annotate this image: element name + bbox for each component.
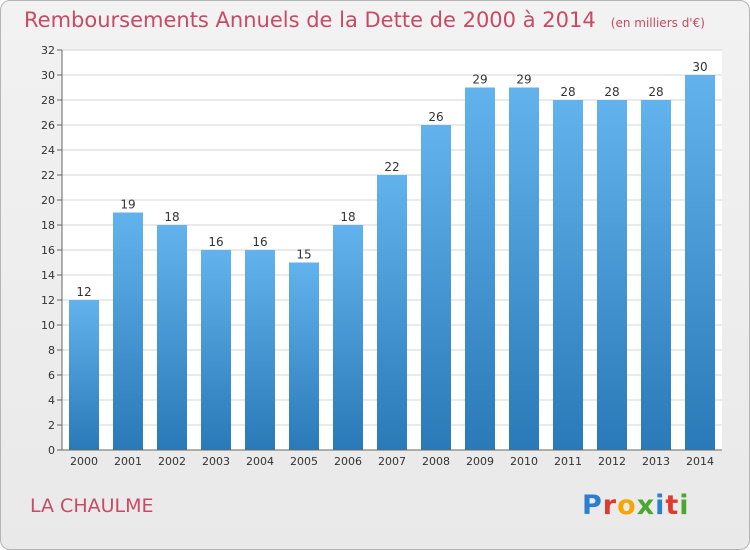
x-tick-label: 2000	[70, 455, 98, 468]
logo-letter: i	[679, 490, 690, 521]
x-tick-label: 2014	[686, 455, 714, 468]
y-tick-label: 16	[41, 244, 55, 257]
bar-2014	[685, 75, 715, 450]
x-tick-label: 2006	[334, 455, 362, 468]
bar-2000	[69, 300, 99, 450]
value-label: 16	[208, 235, 223, 249]
value-label: 29	[516, 73, 531, 87]
bar-2010	[509, 87, 539, 450]
value-label: 19	[120, 198, 135, 212]
x-axis: 2000 2001 2002 2003 2004 2005 2006 2007 2008 2009…	[62, 449, 722, 468]
x-tick-label: 2004	[246, 455, 274, 468]
y-tick-label: 10	[41, 319, 55, 332]
value-label: 18	[340, 210, 355, 224]
x-tick-label: 2003	[202, 455, 230, 468]
y-tick-label: 0	[48, 444, 55, 457]
unit-text: (en milliers d'€)	[610, 16, 705, 30]
value-label: 15	[296, 248, 311, 262]
x-tick-label: 2012	[598, 455, 626, 468]
bar-2011	[553, 100, 583, 450]
x-tick-label: 2005	[290, 455, 318, 468]
y-tick-label: 32	[41, 44, 55, 57]
value-label: 26	[428, 110, 443, 124]
y-tick-label: 26	[41, 119, 55, 132]
y-tick-label: 28	[41, 94, 55, 107]
x-tick-label: 2008	[422, 455, 450, 468]
logo-letter: t	[665, 490, 680, 521]
value-label: 18	[164, 210, 179, 224]
x-tick-label: 2002	[158, 455, 186, 468]
y-tick-label: 22	[41, 169, 55, 182]
proxiti-logo[interactable]: Proxiti	[582, 490, 690, 521]
value-label: 12	[76, 285, 91, 299]
bar-2006	[333, 225, 363, 450]
y-tick-label: 6	[48, 369, 55, 382]
title-text: Remboursements Annuels de la Dette de 20…	[24, 8, 596, 32]
bar-2009	[465, 87, 495, 450]
logo-letter: P	[582, 490, 603, 521]
bar-2005	[289, 262, 319, 450]
logo-letter: o	[617, 490, 637, 521]
value-label: 30	[692, 60, 707, 74]
x-tick-label: 2013	[642, 455, 670, 468]
x-tick-label: 2007	[378, 455, 406, 468]
y-tick-label: 18	[41, 219, 55, 232]
value-label: 28	[648, 85, 663, 99]
bar-2012	[597, 100, 627, 450]
x-tick-label: 2009	[466, 455, 494, 468]
logo-letter: i	[655, 490, 666, 521]
bars: 12 19 18 16 16 15 18 22 26 29 29 28 28 28 30	[69, 60, 715, 450]
x-tick-label: 2001	[114, 455, 142, 468]
bar-2001	[113, 212, 143, 450]
bar-2003	[201, 250, 231, 450]
value-label: 16	[252, 235, 267, 249]
value-label: 28	[604, 85, 619, 99]
bar-2004	[245, 250, 275, 450]
x-tick-label: 2010	[510, 455, 538, 468]
value-label: 28	[560, 85, 575, 99]
value-label: 22	[384, 160, 399, 174]
logo-letter: x	[636, 490, 656, 521]
bar-2002	[157, 225, 187, 450]
y-tick-label: 2	[48, 419, 55, 432]
x-tick-label: 2011	[554, 455, 582, 468]
bar-2013	[641, 100, 671, 450]
chart-title: Remboursements Annuels de la Dette de 20…	[24, 8, 705, 32]
y-tick-label: 20	[41, 194, 55, 207]
bar-2008	[421, 125, 451, 450]
y-tick-label: 12	[41, 294, 55, 307]
y-tick-label: 4	[48, 394, 55, 407]
y-tick-label: 30	[41, 69, 55, 82]
y-tick-label: 14	[41, 269, 55, 282]
bar-2007	[377, 175, 407, 450]
y-tick-label: 8	[48, 344, 55, 357]
value-label: 29	[472, 73, 487, 87]
y-tick-label: 24	[41, 144, 55, 157]
logo-letter: r	[602, 490, 618, 521]
commune-name: LA CHAULME	[30, 495, 154, 517]
